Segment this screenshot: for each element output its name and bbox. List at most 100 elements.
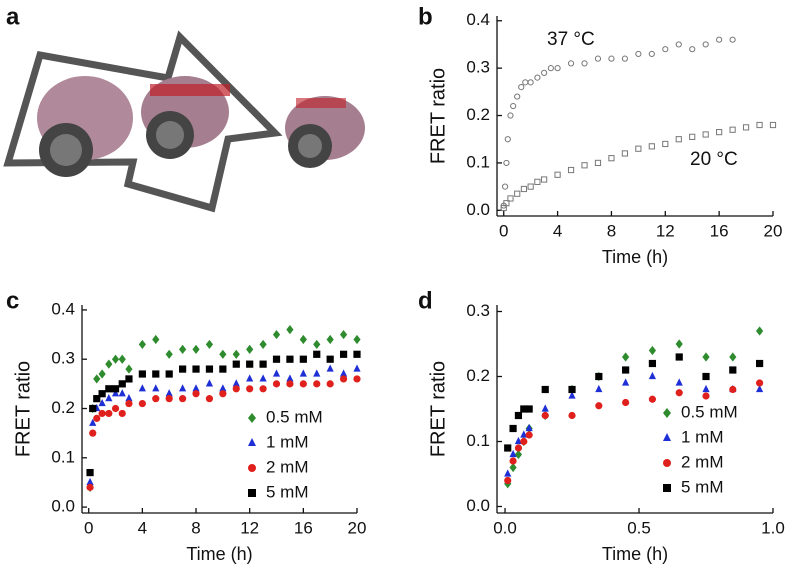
data-point <box>259 339 267 350</box>
data-point <box>662 46 669 53</box>
data-point <box>259 360 267 368</box>
data-point <box>594 159 602 167</box>
data-point <box>769 121 777 129</box>
data-point <box>246 374 254 382</box>
data-point <box>541 176 548 183</box>
data-point <box>232 379 240 387</box>
legend-label: 1 mM <box>681 427 724 446</box>
x-tick-label: 12 <box>656 221 675 240</box>
data-point <box>581 60 588 67</box>
y-tick-label: 0.0 <box>51 497 75 516</box>
data-point <box>125 399 133 408</box>
data-point <box>205 379 214 387</box>
data-point <box>98 409 106 418</box>
data-point <box>93 414 101 422</box>
data-point <box>622 398 630 407</box>
data-point <box>272 380 281 388</box>
data-point <box>608 155 615 162</box>
data-point <box>118 389 126 397</box>
legend-label: 5 mM <box>266 482 309 501</box>
data-point <box>326 334 334 345</box>
data-point <box>205 395 214 403</box>
data-point <box>299 369 307 377</box>
data-point <box>98 369 106 379</box>
data-point <box>205 339 214 350</box>
data-point <box>554 171 561 178</box>
data-point <box>125 394 133 402</box>
data-point <box>525 423 533 432</box>
data-point <box>326 380 334 388</box>
data-point <box>568 411 576 420</box>
data-point <box>507 195 514 202</box>
data-point <box>299 380 307 388</box>
data-point <box>192 384 200 392</box>
y-tick-label: 0.2 <box>51 398 75 417</box>
data-point <box>541 385 549 394</box>
data-point <box>756 121 763 129</box>
data-point <box>595 402 603 410</box>
data-point <box>353 364 361 372</box>
data-point <box>520 430 528 438</box>
y-axis-label: FRET ratio <box>427 68 449 164</box>
data-point <box>662 140 669 148</box>
data-point <box>339 375 348 383</box>
legend-marker <box>248 464 256 472</box>
data-point <box>621 55 629 62</box>
data-point <box>353 350 361 358</box>
legend-marker <box>663 459 671 467</box>
data-point <box>105 385 113 393</box>
data-point <box>286 374 294 382</box>
data-point <box>118 380 126 388</box>
data-point <box>138 370 146 378</box>
data-point <box>581 162 588 169</box>
data-point <box>105 409 113 418</box>
y-tick-label: 0.4 <box>51 299 75 318</box>
data-point <box>313 350 321 358</box>
data-point <box>510 102 517 110</box>
y-tick-label: 0.1 <box>466 431 490 450</box>
x-tick-label: 20 <box>348 518 367 537</box>
data-point <box>509 462 517 473</box>
data-point <box>621 150 629 157</box>
data-point <box>525 431 533 439</box>
data-point <box>152 370 160 378</box>
data-point <box>286 355 294 363</box>
x-tick-label: 20 <box>764 221 783 240</box>
y-tick-label: 0.2 <box>466 366 490 385</box>
legend-label: 1 mM <box>266 432 309 451</box>
data-point <box>514 449 523 460</box>
data-point <box>675 41 682 48</box>
data-point <box>179 395 187 403</box>
data-point <box>138 384 146 392</box>
data-point <box>729 385 737 394</box>
data-point <box>504 469 512 477</box>
x-tick-label: 0.5 <box>627 518 651 537</box>
data-point <box>675 339 683 349</box>
data-point <box>89 418 97 426</box>
data-point <box>179 384 187 392</box>
panel-letter: b <box>418 3 433 30</box>
data-point <box>702 372 710 381</box>
data-point <box>541 404 549 412</box>
y-tick-label: 0.3 <box>51 349 75 368</box>
data-point <box>353 334 361 345</box>
data-point <box>635 50 642 58</box>
data-point <box>86 477 94 486</box>
y-tick-label: 0.3 <box>466 58 490 77</box>
data-point <box>567 166 575 174</box>
data-point <box>554 65 561 72</box>
data-point <box>702 392 710 400</box>
data-point <box>353 375 361 383</box>
data-point <box>111 404 120 413</box>
annotation: 20 °C <box>690 149 738 170</box>
x-axis-label: Time (h) <box>602 544 668 564</box>
data-point <box>86 468 94 477</box>
data-point <box>675 378 683 386</box>
legend-label: 2 mM <box>681 452 724 471</box>
data-point <box>509 449 517 458</box>
data-point <box>507 112 514 119</box>
data-point <box>648 395 657 403</box>
x-axis-label: Time (h) <box>602 247 668 267</box>
x-axis-label: Time (h) <box>186 544 252 564</box>
